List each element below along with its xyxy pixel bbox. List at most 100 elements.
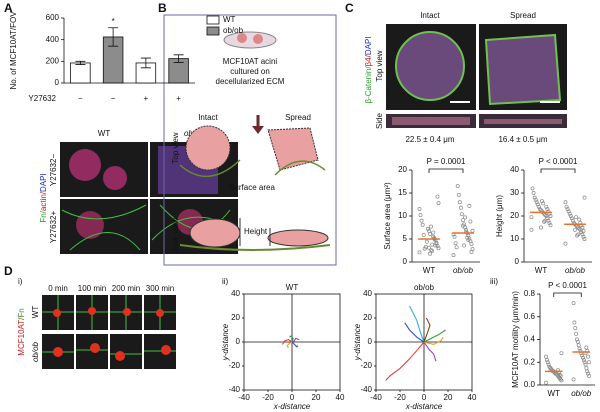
panel-label: C (345, 1, 354, 15)
error-bar (75, 60, 86, 65)
x-tick-label: − (111, 94, 116, 103)
point (582, 360, 587, 365)
x-tick-label: + (176, 94, 181, 103)
row-label: WT (31, 306, 40, 319)
trajectory (286, 341, 293, 349)
point (568, 214, 573, 218)
y-tick-label: 0.2 (524, 357, 536, 366)
bar (70, 62, 91, 84)
axis-label: x-distance (405, 402, 443, 411)
point (564, 204, 569, 209)
point (587, 360, 591, 365)
point (545, 360, 550, 365)
sub-label: ii) (222, 277, 229, 286)
y-tick-label: 0.8 (524, 289, 536, 298)
diagram-text: MCF10AT acini (223, 57, 278, 66)
point (469, 249, 474, 254)
side-value: 16.4 ± 0.5 μm (498, 135, 547, 144)
y-tick-label: 20 (510, 211, 519, 220)
trajectory (409, 305, 425, 343)
point (582, 195, 587, 200)
diagram-b (163, 14, 337, 266)
point (425, 226, 430, 231)
x-tick-label: 20 (444, 393, 453, 402)
time-label: 200 min (112, 284, 140, 293)
point (461, 223, 465, 228)
col-label: Spread (510, 11, 536, 20)
micrographs-c (386, 24, 567, 128)
y-tick-label: 0.6 (524, 312, 536, 321)
point (547, 220, 552, 225)
point (431, 230, 436, 235)
point (459, 212, 464, 217)
point (587, 373, 591, 378)
point (464, 227, 469, 232)
row-label: Top view (375, 50, 384, 81)
point (586, 354, 591, 359)
point (567, 211, 572, 216)
legend-label: ob/ob (223, 26, 244, 35)
point (534, 200, 539, 205)
legend-swatch (206, 26, 220, 36)
stain: actin/ (39, 191, 48, 211)
point (529, 215, 534, 220)
trajectory (423, 341, 437, 362)
stain-label: Fn/actin/DAPI (39, 173, 48, 222)
point (577, 217, 582, 222)
y-tick-label: 0 (403, 257, 408, 266)
point (581, 228, 586, 233)
point (455, 184, 460, 189)
point (586, 371, 591, 376)
annotation: * (112, 17, 115, 26)
col-label: WT (98, 129, 111, 138)
x-tick-label: -20 (394, 393, 406, 402)
trajectory (289, 335, 294, 343)
stain: Fn (17, 308, 26, 317)
point (433, 243, 438, 248)
point (545, 207, 550, 212)
y-tick-label: 0.4 (524, 335, 536, 344)
trajectory (291, 337, 300, 343)
point (424, 239, 429, 244)
point (430, 249, 435, 253)
sub-label: i) (18, 277, 23, 286)
diagram-text: Side view (171, 218, 180, 252)
point (436, 201, 441, 206)
x-tick-label: WT (548, 389, 561, 398)
diagram-text: decellularized ECM (216, 77, 285, 86)
trajectory (404, 322, 425, 343)
point (429, 248, 434, 252)
x-tick-label: ob/ob (571, 389, 592, 398)
trajectory (281, 338, 293, 345)
axis-label: x-distance (273, 402, 311, 411)
point (429, 224, 434, 229)
point (544, 380, 549, 385)
x-tick-label: + (144, 94, 149, 103)
point (452, 234, 457, 239)
point (583, 362, 588, 367)
point (571, 377, 576, 382)
x-tick-label: − (78, 94, 83, 103)
y-tick-label: 10 (398, 211, 407, 220)
axis-label: y-distance (221, 323, 230, 361)
y-tick-label: -40 (360, 385, 372, 394)
point (581, 355, 585, 360)
diagram-text: cultured on (230, 67, 270, 76)
point (579, 230, 584, 235)
y-tick-label: 20 (231, 313, 240, 322)
point (428, 251, 433, 256)
legend-swatch (206, 15, 220, 25)
point (468, 219, 473, 224)
col-label: Intact (420, 11, 440, 20)
point (565, 207, 570, 212)
point (462, 243, 467, 248)
sub-label: iii) (490, 277, 498, 286)
annotation: P = 0.0001 (427, 157, 466, 166)
point (536, 204, 541, 209)
axis-label: No. of MCF10AT/FOV (9, 11, 18, 90)
point (547, 364, 552, 369)
stain: DAPI (39, 173, 48, 192)
point (456, 192, 461, 197)
y-tick-label: 30 (510, 188, 519, 197)
y-tick-label: 0 (236, 337, 241, 346)
